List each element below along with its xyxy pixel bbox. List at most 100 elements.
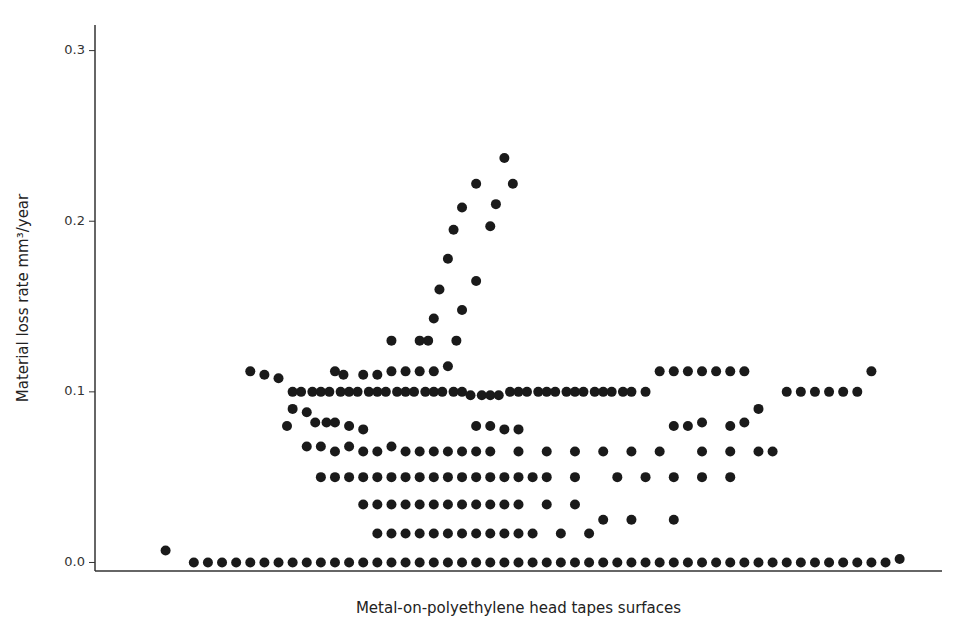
point: [401, 528, 411, 538]
y-tick: [89, 391, 95, 392]
point: [838, 387, 848, 397]
point: [296, 387, 306, 397]
point: [415, 557, 425, 567]
point: [344, 557, 354, 567]
point: [401, 499, 411, 509]
point: [358, 472, 368, 482]
point: [485, 557, 495, 567]
point: [471, 472, 481, 482]
point: [302, 557, 312, 567]
point: [274, 373, 284, 383]
point: [429, 472, 439, 482]
point: [401, 447, 411, 457]
point: [316, 557, 326, 567]
point: [386, 557, 396, 567]
point: [824, 557, 834, 567]
point: [570, 557, 580, 567]
point: [386, 499, 396, 509]
plot-area: [161, 153, 905, 567]
point: [895, 554, 905, 564]
point: [598, 557, 608, 567]
point: [358, 447, 368, 457]
point: [372, 472, 382, 482]
point: [485, 499, 495, 509]
point: [607, 387, 617, 397]
point: [866, 557, 876, 567]
point: [697, 557, 707, 567]
point: [626, 387, 636, 397]
point: [739, 418, 749, 428]
point: [697, 366, 707, 376]
point: [282, 421, 292, 431]
point: [881, 557, 891, 567]
point: [372, 447, 382, 457]
point: [415, 528, 425, 538]
point: [711, 557, 721, 567]
point: [451, 336, 461, 346]
point: [372, 499, 382, 509]
point: [542, 472, 552, 482]
point: [358, 370, 368, 380]
point: [598, 515, 608, 525]
point: [584, 528, 594, 538]
point: [768, 447, 778, 457]
point: [725, 557, 735, 567]
point: [499, 153, 509, 163]
point: [641, 557, 651, 567]
point: [457, 203, 467, 213]
y-tick: [89, 221, 95, 222]
point: [683, 366, 693, 376]
point: [485, 421, 495, 431]
point: [514, 528, 524, 538]
point: [471, 557, 481, 567]
point: [499, 499, 509, 509]
point: [655, 447, 665, 457]
x-axis-line: [95, 570, 942, 572]
point: [330, 418, 340, 428]
point: [528, 528, 538, 538]
point: [683, 557, 693, 567]
point: [401, 557, 411, 567]
point: [753, 557, 763, 567]
point: [443, 254, 453, 264]
point: [514, 557, 524, 567]
point: [330, 447, 340, 457]
point: [231, 557, 241, 567]
point: [443, 472, 453, 482]
point: [288, 557, 298, 567]
point: [499, 472, 509, 482]
background: [0, 0, 972, 641]
y-tick: [89, 50, 95, 51]
point: [409, 387, 419, 397]
point: [386, 472, 396, 482]
point: [457, 557, 467, 567]
chart-svg: 0.00.10.20.3Metal-on-polyethylene head t…: [0, 0, 972, 641]
point: [626, 447, 636, 457]
point: [626, 557, 636, 567]
point: [245, 557, 255, 567]
point: [810, 557, 820, 567]
point: [274, 557, 284, 567]
point: [330, 472, 340, 482]
y-tick-label: 0.0: [64, 554, 85, 569]
y-axis-label: Material loss rate mm³/year: [14, 193, 32, 402]
point: [725, 472, 735, 482]
point: [429, 499, 439, 509]
point: [245, 366, 255, 376]
point: [466, 390, 476, 400]
point: [189, 557, 199, 567]
point: [203, 557, 213, 567]
point: [669, 472, 679, 482]
point: [324, 387, 334, 397]
point: [641, 387, 651, 397]
point: [429, 366, 439, 376]
point: [415, 336, 425, 346]
y-tick-label: 0.1: [64, 383, 85, 398]
x-axis-label: Metal-on-polyethylene head tapes surface…: [356, 599, 681, 617]
point: [669, 366, 679, 376]
point: [302, 407, 312, 417]
point: [330, 557, 340, 567]
point: [542, 499, 552, 509]
point: [372, 528, 382, 538]
point: [437, 387, 447, 397]
